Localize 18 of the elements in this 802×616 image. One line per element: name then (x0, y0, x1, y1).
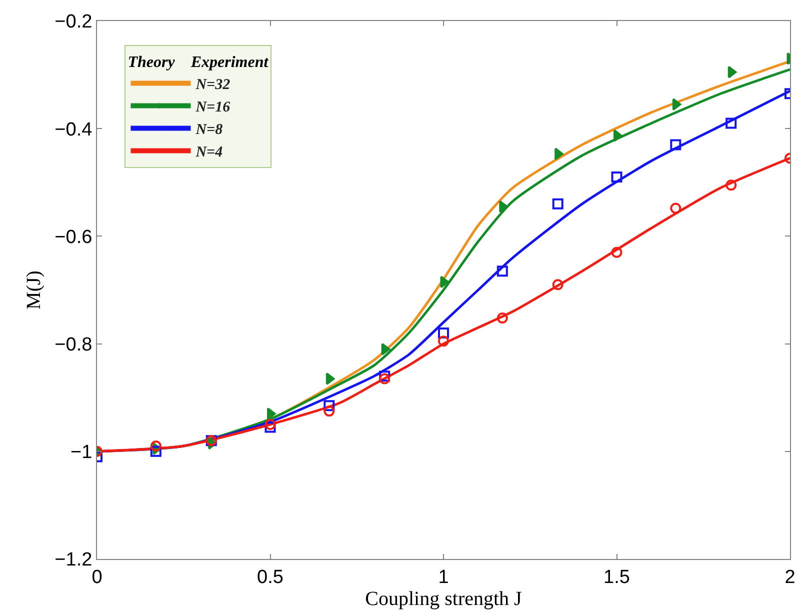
y-tick-label: −1 (70, 442, 92, 464)
y-tick-label: −1.2 (54, 550, 92, 571)
legend-label: N=8 (194, 122, 224, 138)
x-axis-title: Coupling strength J (365, 588, 522, 610)
y-tick-label: −0.2 (54, 12, 92, 33)
y-tick-label: −0.6 (54, 226, 92, 248)
legend-label: N=4 (194, 144, 224, 161)
y-tick-label: −0.4 (54, 119, 93, 140)
text: Theory Experiment (128, 54, 268, 72)
x-tick-label: 0 (92, 566, 102, 588)
y-axis-title: M(J) (23, 270, 46, 310)
y-tick-label: −0.8 (54, 334, 92, 356)
legend-label: N=16 (194, 100, 231, 116)
legend-label: N=32 (194, 77, 231, 94)
x-tick-label: 1 (438, 566, 449, 588)
x-tick-label: 0.5 (257, 566, 284, 588)
x-tick-label: 1.5 (604, 566, 630, 588)
x-tick-label: 2 (784, 566, 796, 588)
